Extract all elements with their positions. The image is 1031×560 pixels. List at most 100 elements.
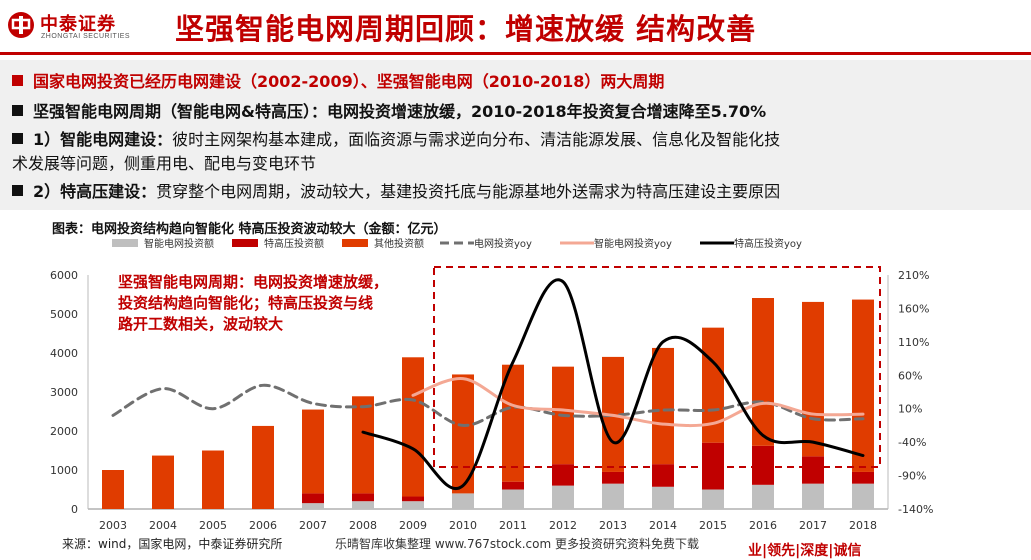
footer-slogan: 业|领先|深度|诚信 xyxy=(748,543,862,559)
legend-swatch xyxy=(342,239,368,247)
bar-segment xyxy=(452,374,474,494)
bar-segment xyxy=(452,493,474,509)
x-tick-label: 2003 xyxy=(99,519,127,532)
y-tick-label: 5000 xyxy=(50,308,78,321)
series-line xyxy=(361,278,865,490)
bullet-text: 彼时主网架构基本建成，面临资源与需求逆向分布、清洁能源发展、信息化及智能化技 xyxy=(172,130,781,149)
bar-segment xyxy=(302,493,324,504)
bar-segment xyxy=(852,483,874,509)
x-tick-label: 2005 xyxy=(199,519,227,532)
y-tick-label: 1000 xyxy=(50,464,78,477)
y2-tick-label: 110% xyxy=(898,336,929,349)
bar-segment xyxy=(852,299,874,472)
bullet-item-4: 2）特高压建设：贯穿整个电网周期，波动较大，基建投资托底与能源基地外送需求为特高… xyxy=(12,178,780,202)
page-title: 坚强智能电网周期回顾：增速放缓 结构改善 xyxy=(175,12,757,46)
logo-en-text: ZHONGTAI SECURITIES xyxy=(41,33,131,40)
x-tick-label: 2012 xyxy=(549,519,577,532)
y2-tick-label: 210% xyxy=(898,269,929,282)
bar-segment xyxy=(502,364,524,482)
bar-segment xyxy=(802,483,824,509)
bar-segment xyxy=(752,298,774,446)
x-tick-label: 2018 xyxy=(849,519,877,532)
bar-segment xyxy=(302,503,324,509)
bullet-square-icon xyxy=(12,133,23,144)
y2-tick-label: -140% xyxy=(898,503,933,516)
title-divider xyxy=(0,52,1031,55)
chart-legend: 智能电网投资额 特高压投资额 其他投资额 电网投资yoy 智能电网投资yoy 特高压投资y… xyxy=(112,237,802,250)
chart-bars xyxy=(102,298,874,509)
logo-cn-text: 中泰证券 xyxy=(40,14,116,35)
legend-label: 智能电网投资额 xyxy=(144,237,214,250)
bullet-square-icon xyxy=(12,185,23,196)
bullet-item-1: 国家电网投资已经历电网建设（2002-2009）、坚强智能电网（2010-201… xyxy=(12,68,664,92)
bullet-lead: 2）特高压建设： xyxy=(33,182,157,201)
legend-swatch xyxy=(232,239,258,247)
y-tick-label: 2000 xyxy=(50,425,78,438)
annotation-text: 路开工数相关，波动较大 xyxy=(118,315,283,333)
source-note: 来源：wind，国家电网，中泰证券研究所 xyxy=(62,537,283,551)
chart-annotation: 坚强智能电网周期：电网投资增速放缓， 投资结构趋向智能化；特高压投资与线路开工数相… xyxy=(118,266,881,468)
legend-label: 其他投资额 xyxy=(374,237,424,250)
bullet-lead: 国家电网投资已经历电网建设（2002-2009）、坚强智能电网（2010-201… xyxy=(33,72,665,91)
legend-label: 特高压投资yoy xyxy=(734,237,802,250)
bar-segment xyxy=(602,483,624,509)
y2-tick-label: 60% xyxy=(898,369,922,382)
bar-segment xyxy=(552,464,574,486)
bar-segment xyxy=(252,425,274,509)
bullet-item-3-cont: 术发展等问题，侧重用电、配电与变电环节 xyxy=(12,150,316,174)
bar-segment xyxy=(702,489,724,509)
annotation-text: 投资结构趋向智能化；特高压投资与线 xyxy=(118,294,373,312)
watermark-text: 乐晴智库收集整理 www.767stock.com 更多投资研究资料免费下载 xyxy=(335,537,699,551)
y2-tick-label: -40% xyxy=(898,436,926,449)
bar-segment xyxy=(402,357,424,497)
bullet-item-3: 1）智能电网建设：彼时主网架构基本建成，面临资源与需求逆向分布、清洁能源发展、信… xyxy=(12,126,780,150)
bar-segment xyxy=(602,471,624,484)
x-tick-label: 2007 xyxy=(299,519,327,532)
bar-segment xyxy=(552,485,574,509)
bar-segment xyxy=(102,470,124,509)
bar-segment xyxy=(652,486,674,509)
legend-label: 特高压投资额 xyxy=(264,237,324,250)
bar-segment xyxy=(702,442,724,490)
x-tick-label: 2004 xyxy=(149,519,177,532)
bar-segment xyxy=(152,455,174,509)
x-tick-label: 2013 xyxy=(599,519,627,532)
bar-segment xyxy=(852,471,874,484)
highlight-box xyxy=(433,266,881,468)
x-tick-label: 2014 xyxy=(649,519,677,532)
x-tick-label: 2008 xyxy=(349,519,377,532)
y-tick-label: 3000 xyxy=(50,386,78,399)
legend-swatch xyxy=(112,239,138,247)
y-tick-label: 6000 xyxy=(50,269,78,282)
bar-segment xyxy=(402,501,424,509)
bar-segment xyxy=(502,481,524,490)
bullet-text: 术发展等问题，侧重用电、配电与变电环节 xyxy=(12,154,317,173)
annotation-text: 坚强智能电网周期：电网投资增速放缓， xyxy=(118,273,388,291)
bullet-lead: 坚强智能电网周期（智能电网&特高压）：电网投资增速放缓，2010-2018年投资… xyxy=(33,102,767,121)
x-tick-label: 2016 xyxy=(749,519,777,532)
bar-segment xyxy=(752,484,774,509)
y2-tick-label: 160% xyxy=(898,302,929,315)
x-tick-label: 2017 xyxy=(799,519,827,532)
y-tick-label: 4000 xyxy=(50,347,78,360)
legend-label: 电网投资yoy xyxy=(474,237,532,250)
bullet-item-2: 坚强智能电网周期（智能电网&特高压）：电网投资增速放缓，2010-2018年投资… xyxy=(12,98,766,122)
bar-segment xyxy=(502,489,524,509)
y-tick-label: 0 xyxy=(71,503,78,516)
bar-segment xyxy=(802,456,824,484)
bar-segment xyxy=(652,464,674,487)
x-tick-label: 2011 xyxy=(499,519,527,532)
chart-lines xyxy=(111,278,865,490)
bar-segment xyxy=(752,445,774,485)
x-tick-label: 2015 xyxy=(699,519,727,532)
logo-mark-icon xyxy=(8,12,34,38)
y2-tick-label: 10% xyxy=(898,403,922,416)
bullet-square-icon xyxy=(12,105,23,116)
series-line xyxy=(111,383,865,427)
bullet-lead: 1）智能电网建设： xyxy=(33,130,173,149)
bar-segment xyxy=(402,496,424,502)
x-tick-label: 2006 xyxy=(249,519,277,532)
x-tick-label: 2010 xyxy=(449,519,477,532)
x-tick-label: 2009 xyxy=(399,519,427,532)
